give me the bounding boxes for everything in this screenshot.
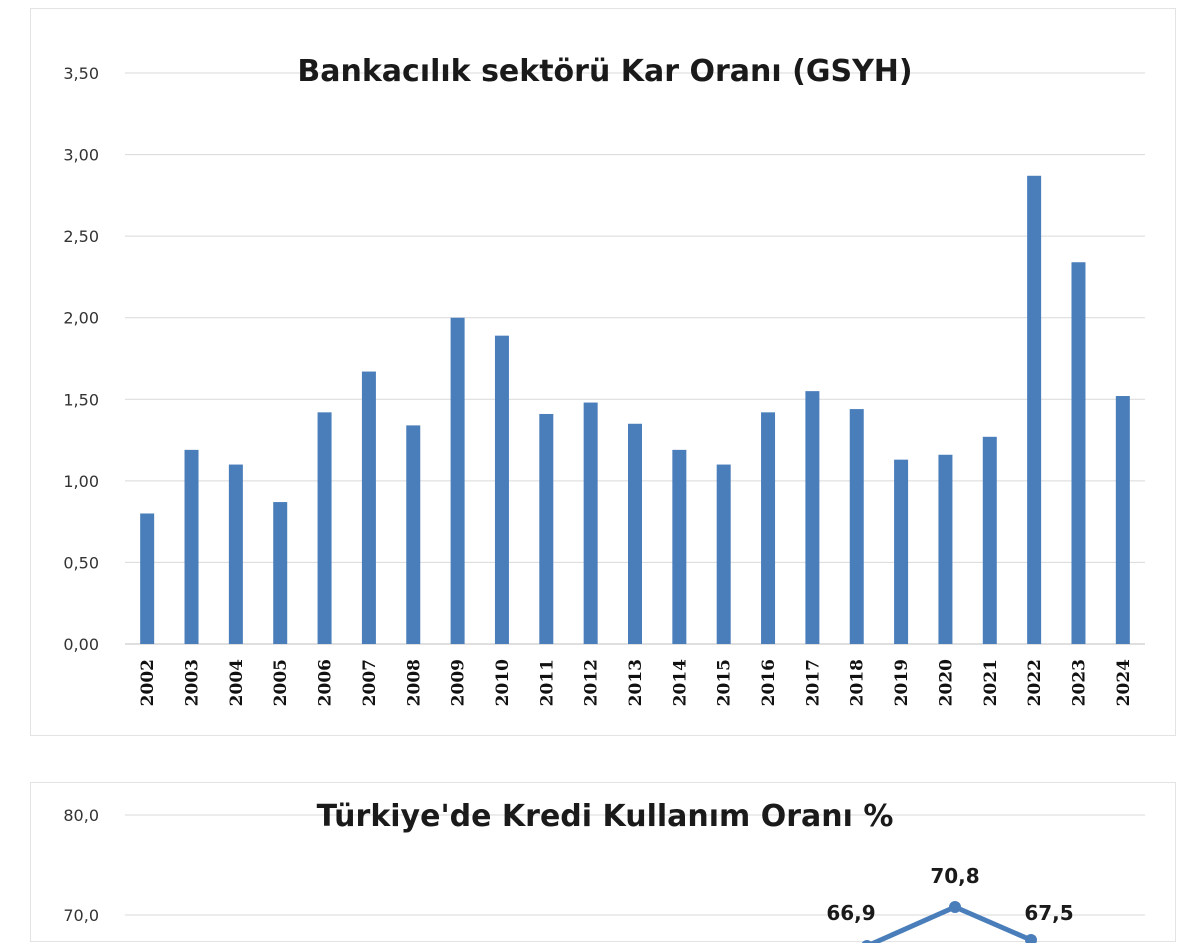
x-tick-label: 2016 [759,659,779,706]
chart-title: Bankacılık sektörü Kar Oranı (GSYH) [297,54,912,89]
series-line [867,904,1032,943]
bar-2004 [228,464,243,644]
x-tick-label: 2014 [670,659,690,706]
x-tick-label: 2020 [936,659,956,706]
bar-2014 [672,449,687,644]
bar-2019 [894,459,909,644]
bar-2010 [494,335,509,644]
bar-2021 [982,436,997,644]
x-tick-label: 2019 [892,659,912,706]
x-tick-label: 2024 [1114,659,1134,706]
y-tick-label: 3,50 [63,64,99,83]
x-tick-label: 2021 [981,659,1001,706]
x-tick-label: 2008 [404,659,424,706]
bar-2006 [317,412,332,644]
x-tick-label: 2011 [537,659,557,706]
bar-2022 [1027,175,1042,644]
y-tick-label: 3,00 [63,146,99,165]
x-tick-label: 2015 [715,659,735,706]
y-tick-label: 2,50 [63,227,99,246]
x-tick-label: 2004 [227,659,247,706]
y-tick-label: 80,0 [63,806,99,825]
x-tick-label: 2005 [271,659,291,706]
x-tick-label: 2010 [493,659,513,706]
x-tick-label: 2018 [848,659,868,706]
x-tick-label: 2007 [360,659,380,706]
bank-profit-bar-chart: 0,00 0,50 1,00 1,50 2,00 2,50 3,00 3,50 2002 2003… [63,54,1145,706]
x-tick-label: 2022 [1025,659,1045,706]
bar-2007 [361,371,376,644]
credit-usage-chart-panel: 80,0 70,0 66,9 70,8 67,5 Türkiye'de Kredi Kul… [30,782,1176,943]
bar-2002 [140,513,155,644]
bank-profit-chart-panel: 0,00 0,50 1,00 1,50 2,00 2,50 3,00 3,50 2002 2003… [30,8,1176,736]
chart-title: Türkiye'de Kredi Kullanım Oranı % [317,799,894,834]
bar-2013 [628,423,642,644]
x-tick-label: 2002 [138,659,158,706]
x-tick-label: 2023 [1069,659,1089,706]
bar-2024 [1115,396,1130,644]
data-point [949,901,961,913]
x-tick-label: 2009 [449,659,469,706]
bar-2020 [938,454,953,644]
x-tick-label: 2003 [183,659,203,706]
bar-2018 [849,409,864,644]
data-point [1025,934,1037,943]
bar-2005 [273,502,288,644]
bar-2009 [450,317,465,644]
bar-2008 [406,425,421,644]
x-tick-label: 2006 [316,659,336,706]
y-tick-label: 1,50 [63,390,99,409]
credit-usage-line-chart: 80,0 70,0 66,9 70,8 67,5 Türkiye'de Kredi Kul… [63,799,1145,943]
data-label: 66,9 [826,901,875,925]
y-tick-label: 70,0 [63,906,99,925]
bar-2012 [583,402,598,644]
y-tick-label: 2,00 [63,309,99,328]
y-tick-label: 1,00 [63,472,99,491]
bar-2016 [761,412,776,644]
x-tick-label: 2017 [803,659,823,706]
x-tick-label: 2012 [582,659,602,706]
bar-2003 [184,449,199,644]
data-label: 70,8 [930,864,979,888]
bar-2023 [1071,262,1086,644]
bar-2017 [805,391,820,644]
data-label: 67,5 [1024,901,1073,925]
bar-2015 [716,464,731,644]
y-tick-label: 0,50 [63,553,99,572]
x-tick-label: 2013 [626,659,646,706]
y-tick-label: 0,00 [63,635,99,654]
bar-2011 [539,413,554,644]
